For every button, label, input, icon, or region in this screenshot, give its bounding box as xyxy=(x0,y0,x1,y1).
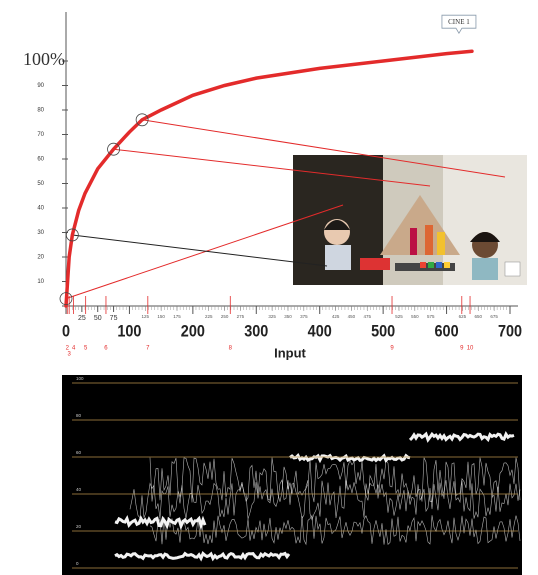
fine-x-tick-label: 450 xyxy=(348,314,356,319)
zone-label: 9 xyxy=(390,346,394,352)
y-tick-label: 80 xyxy=(76,413,82,418)
fine-x-tick-label: 375 xyxy=(300,314,308,319)
x-tick-label: 400 xyxy=(308,322,332,340)
y-tick-label: 30 xyxy=(37,230,44,236)
x-tick-label: 600 xyxy=(435,322,459,340)
fine-x-tick-label: 475 xyxy=(364,314,372,319)
y-tick-label: 40 xyxy=(76,487,82,492)
fine-x-tick-label: 125 xyxy=(142,314,150,319)
fine-x-tick-label: 225 xyxy=(205,314,213,319)
zone-label: 4 xyxy=(72,346,76,352)
fine-x-tick-label: 525 xyxy=(395,314,403,319)
fine-x-tick-label: 650 xyxy=(475,314,483,319)
x-tick-label: 100 xyxy=(117,322,141,340)
x-tick-label: 200 xyxy=(181,322,205,340)
y-tick-label: 70 xyxy=(37,132,44,138)
callout-line xyxy=(72,235,327,266)
fine-x-tick-label: 275 xyxy=(237,314,245,319)
y-tick-label: 100% xyxy=(23,49,65,69)
zone-label: 5 xyxy=(84,346,88,352)
zone-label: 9 xyxy=(460,346,464,352)
y-tick-label: 90 xyxy=(37,83,44,89)
y-tick-label: 60 xyxy=(76,450,82,455)
y-tick-label: 20 xyxy=(37,255,44,261)
fine-x-tick-label: 575 xyxy=(427,314,435,319)
zone-label: 10 xyxy=(467,346,474,352)
zone-label: 7 xyxy=(146,346,150,352)
x-tick-label: 300 xyxy=(244,322,268,340)
annotation: CINE 1 xyxy=(448,18,470,26)
zone-label: 3 xyxy=(67,352,71,358)
waveform-panel xyxy=(62,375,522,575)
y-tick-label: 10 xyxy=(37,279,44,285)
x-axis-label: Input xyxy=(274,345,306,360)
minor-x-tick-label: 50 xyxy=(94,315,102,322)
y-tick-label: 50 xyxy=(37,181,44,187)
fine-x-tick-label: 550 xyxy=(411,314,419,319)
minor-x-tick-label: 25 xyxy=(78,315,86,322)
fine-x-tick-label: 625 xyxy=(459,314,467,319)
minor-x-tick-label: 75 xyxy=(110,315,118,322)
fine-x-tick-label: 425 xyxy=(332,314,340,319)
fine-x-tick-label: 175 xyxy=(173,314,181,319)
y-tick-label: 60 xyxy=(37,157,44,163)
fine-x-tick-label: 150 xyxy=(157,314,165,319)
fine-x-tick-label: 250 xyxy=(221,314,229,319)
zone-label: 8 xyxy=(229,346,233,352)
fine-x-tick-label: 325 xyxy=(268,314,276,319)
y-tick-label: 20 xyxy=(76,524,82,529)
y-tick-label: 80 xyxy=(37,108,44,114)
y-tick-label: 40 xyxy=(37,206,44,212)
zone-label: 6 xyxy=(104,346,108,352)
x-tick-label: 0 xyxy=(62,322,70,340)
fine-x-tick-label: 350 xyxy=(284,314,292,319)
y-tick-label: 100 xyxy=(76,376,84,381)
x-tick-label: 500 xyxy=(371,322,395,340)
x-tick-label: 700 xyxy=(498,322,522,340)
fine-x-tick-label: 675 xyxy=(490,314,498,319)
figure: 10 20 30 40 50 60 70 80 90 100% 0 100 200 300 400 500 60… xyxy=(0,0,538,575)
